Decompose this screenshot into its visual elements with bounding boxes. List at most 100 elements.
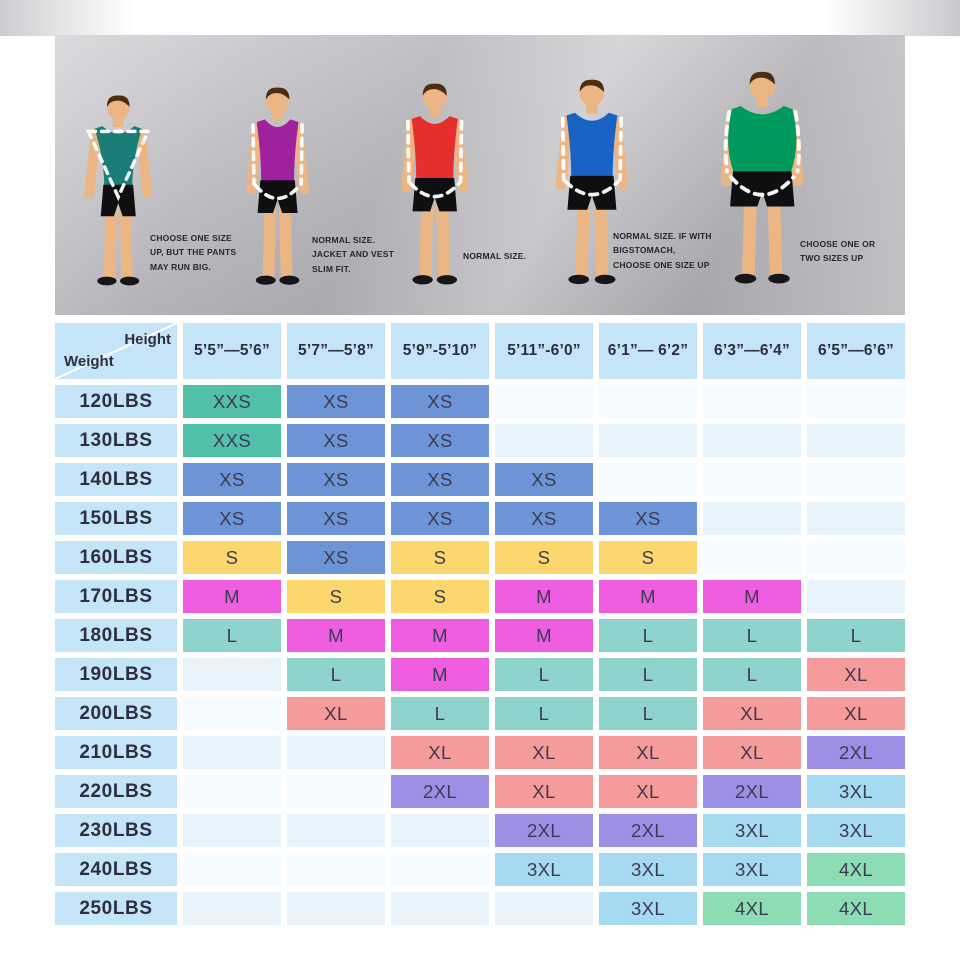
body-figure-graphic	[555, 79, 629, 285]
size-cell: XL	[495, 736, 593, 769]
size-cell: XS	[495, 463, 593, 496]
size-cell: XS	[599, 502, 697, 535]
empty-cell	[599, 463, 697, 496]
size-cell: S	[287, 580, 385, 613]
empty-cell	[495, 892, 593, 925]
body-types-banner: CHOOSE ONE SIZE UP, BUT THE PANTS MAY RU…	[55, 35, 905, 315]
size-cell: 2XL	[703, 775, 801, 808]
empty-cell	[391, 853, 489, 886]
size-cell: XS	[287, 385, 385, 418]
empty-cell	[807, 385, 905, 418]
empty-cell	[391, 814, 489, 847]
empty-cell	[391, 892, 489, 925]
weight-row-label: 220LBS	[55, 775, 177, 808]
size-cell: S	[391, 580, 489, 613]
empty-cell	[183, 814, 281, 847]
size-cell: XS	[287, 463, 385, 496]
size-cell: XS	[183, 502, 281, 535]
size-cell: 3XL	[807, 814, 905, 847]
size-cell: M	[495, 619, 593, 652]
weight-row-label: 150LBS	[55, 502, 177, 535]
body-figure-graphic	[720, 71, 804, 284]
weight-row-label: 170LBS	[55, 580, 177, 613]
size-cell: XL	[807, 658, 905, 691]
size-cell: XL	[495, 775, 593, 808]
height-col-header: 6’3”—6’4”	[703, 323, 801, 379]
empty-cell	[703, 541, 801, 574]
empty-cell	[703, 463, 801, 496]
size-cell: M	[391, 658, 489, 691]
size-cell: XS	[287, 502, 385, 535]
size-cell: S	[391, 541, 489, 574]
figure-slim	[214, 84, 341, 307]
size-cell: S	[495, 541, 593, 574]
empty-cell	[287, 892, 385, 925]
table-row: 200LBS XL L L L XL XL	[55, 697, 905, 730]
body-figure-graphic	[246, 87, 310, 285]
empty-cell	[287, 853, 385, 886]
size-cell: M	[703, 580, 801, 613]
empty-cell	[495, 424, 593, 457]
size-cell: S	[183, 541, 281, 574]
size-cell: M	[599, 580, 697, 613]
table-row: 140LBS XS XS XS XS	[55, 463, 905, 496]
size-cell: 4XL	[807, 853, 905, 886]
empty-cell	[183, 658, 281, 691]
size-cell: M	[183, 580, 281, 613]
weight-row-label: 120LBS	[55, 385, 177, 418]
empty-cell	[807, 502, 905, 535]
weight-axis-label: Weight	[64, 353, 114, 370]
empty-cell	[183, 853, 281, 886]
empty-cell	[703, 385, 801, 418]
weight-row-label: 180LBS	[55, 619, 177, 652]
table-row: 150LBS XS XS XS XS XS	[55, 502, 905, 535]
size-cell: XL	[807, 697, 905, 730]
size-cell: 3XL	[599, 853, 697, 886]
size-cell: XS	[287, 424, 385, 457]
size-cell: XS	[183, 463, 281, 496]
size-cell: 3XL	[703, 853, 801, 886]
body-figure-graphic	[84, 95, 152, 286]
empty-cell	[703, 502, 801, 535]
size-cell: 3XL	[703, 814, 801, 847]
height-axis-label: Height	[124, 331, 171, 348]
size-cell: L	[599, 619, 697, 652]
size-cell: 4XL	[703, 892, 801, 925]
fit-note: NORMAL SIZE. JACKET AND VEST SLIM FIT.	[312, 235, 395, 274]
size-cell: 2XL	[807, 736, 905, 769]
weight-row-label: 160LBS	[55, 541, 177, 574]
empty-cell	[287, 814, 385, 847]
size-cell: 2XL	[599, 814, 697, 847]
empty-cell	[807, 541, 905, 574]
size-cell: XXS	[183, 424, 281, 457]
empty-cell	[183, 892, 281, 925]
fit-note: NORMAL SIZE. IF WITH BIGSTOMACH, CHOOSE …	[613, 231, 712, 270]
size-cell: L	[287, 658, 385, 691]
table-header-row: Height Weight 5’5”—5’6” 5’7”—5’8” 5’9”-5’1…	[55, 323, 905, 379]
size-cell: L	[183, 619, 281, 652]
table-row: 220LBS 2XL XL XL 2XL 3XL	[55, 775, 905, 808]
size-cell: XS	[391, 502, 489, 535]
table-body: 120LBS XXS XS XS 130LBS XXS XS XS 140LBS XS XS XS XS…	[55, 385, 905, 925]
empty-cell	[183, 697, 281, 730]
empty-cell	[599, 385, 697, 418]
size-cell: L	[703, 619, 801, 652]
body-figure-graphic	[401, 83, 469, 285]
empty-cell	[287, 775, 385, 808]
size-cell: XL	[599, 736, 697, 769]
size-cell: M	[391, 619, 489, 652]
size-cell: L	[599, 658, 697, 691]
table-row: 130LBS XXS XS XS	[55, 424, 905, 457]
empty-cell	[183, 775, 281, 808]
weight-row-label: 200LBS	[55, 697, 177, 730]
table-row: 230LBS 2XL 2XL 3XL 3XL	[55, 814, 905, 847]
size-cell: XXS	[183, 385, 281, 418]
empty-cell	[495, 385, 593, 418]
weight-row-label: 230LBS	[55, 814, 177, 847]
figure-athletic-v-taper	[57, 92, 180, 307]
empty-cell	[599, 424, 697, 457]
weight-row-label: 240LBS	[55, 853, 177, 886]
table-row: 180LBS L M M M L L L	[55, 619, 905, 652]
weight-row-label: 190LBS	[55, 658, 177, 691]
size-cell: L	[807, 619, 905, 652]
